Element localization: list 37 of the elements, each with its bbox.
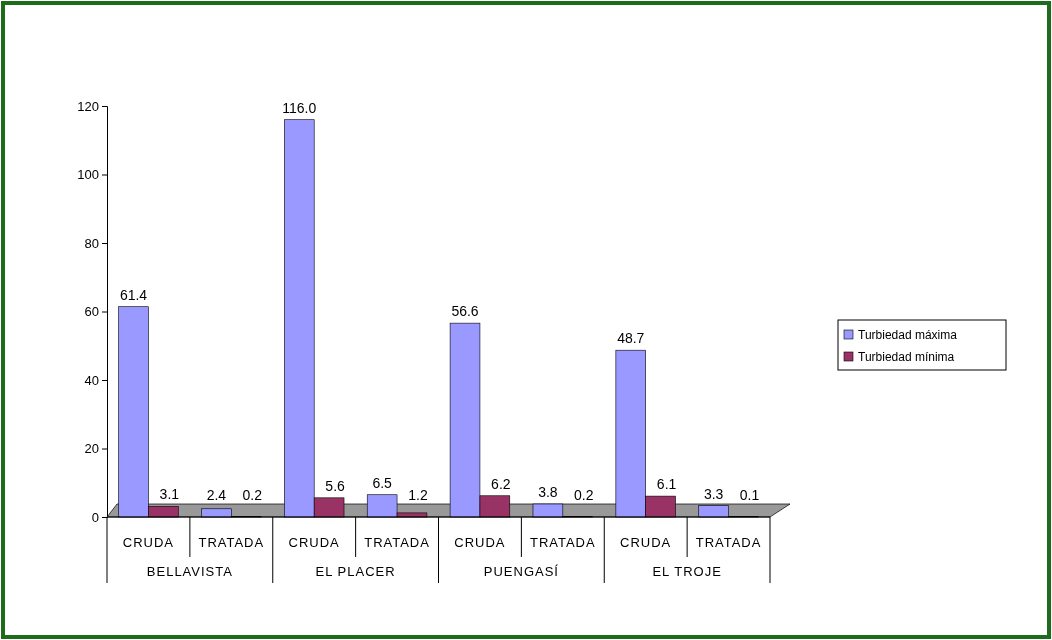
y-tick-label: 20 xyxy=(84,441,99,457)
text: EL TROJE xyxy=(652,564,722,579)
text: BELLAVISTA xyxy=(146,564,233,579)
data-label: 5.6 xyxy=(325,477,346,494)
x-tick-label: CRUDA xyxy=(122,535,175,550)
data-label: 3.8 xyxy=(538,483,558,500)
data-label: 61.4 xyxy=(119,286,148,303)
x-tick-label: TRATADA xyxy=(529,535,596,550)
x-tick-label: CRUDA xyxy=(620,535,672,550)
data-label: 1.2 xyxy=(408,487,428,503)
data-label: 0.2 xyxy=(242,487,263,503)
y-tick-label: 100 xyxy=(77,167,99,183)
data-label: 3.3 xyxy=(703,485,724,502)
data-label: 3.1 xyxy=(159,486,180,503)
data-label: 6.5 xyxy=(372,474,393,491)
text: PUENGASÍ xyxy=(483,564,559,579)
data-label: 2.4 xyxy=(206,487,227,503)
data-label: 56.6 xyxy=(451,303,479,320)
y-tick-label: 0 xyxy=(91,509,99,525)
x-tick-label: TRATADA xyxy=(364,535,430,550)
data-label: 0.1 xyxy=(739,487,760,503)
y-tick-label: 120 xyxy=(77,98,99,114)
text: EL PLACER xyxy=(315,564,396,579)
y-tick-label: 40 xyxy=(84,372,99,388)
data-label: 6.2 xyxy=(491,475,511,492)
legend-label: Turbiedad máxima xyxy=(858,328,958,342)
x-tick-label: CRUDA xyxy=(288,535,340,550)
data-label: 48.7 xyxy=(617,330,645,347)
data-label: 116.0 xyxy=(282,99,317,116)
y-tick-label: 80 xyxy=(84,235,99,251)
x-tick-label: TRATADA xyxy=(198,535,265,550)
legend-label: Turbiedad mínima xyxy=(858,350,955,364)
x-tick-label: CRUDA xyxy=(454,535,506,550)
data-label: 6.1 xyxy=(656,476,677,493)
y-tick-label: 60 xyxy=(84,304,99,320)
x-tick-label: TRATADA xyxy=(695,535,762,550)
data-label: 0.2 xyxy=(574,487,594,503)
